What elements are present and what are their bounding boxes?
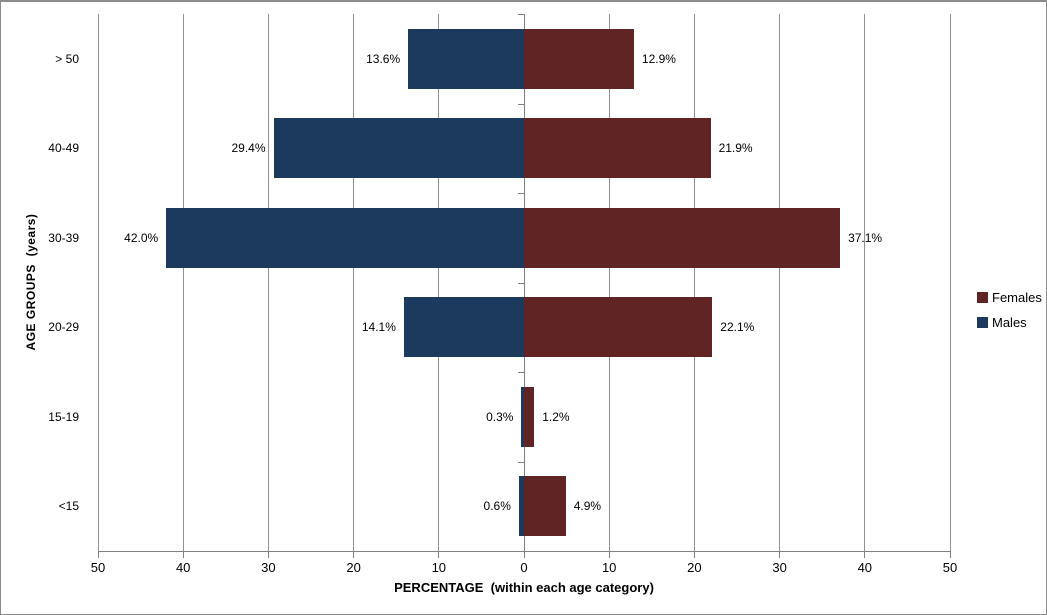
bar-females-15-19 <box>524 387 535 447</box>
x-axis-tick <box>779 551 781 558</box>
x-tick-label: 50 <box>942 560 958 575</box>
data-label-males-15-19: 0.3% <box>486 410 514 424</box>
x-tick-label: 40 <box>175 560 191 575</box>
bar-males-15-19 <box>521 387 524 447</box>
legend-item-males: Males <box>977 315 1042 330</box>
category-axis-line <box>523 14 525 551</box>
category-label-50: > 50 <box>55 52 79 66</box>
gridline <box>438 14 440 551</box>
x-tick-label: 0 <box>520 560 528 575</box>
legend-swatch-icon-females <box>977 292 988 303</box>
category-axis-tick <box>518 104 525 105</box>
bar-females-20-29 <box>524 297 713 357</box>
x-tick-label: 30 <box>772 560 787 575</box>
gridline <box>693 14 695 551</box>
category-label-15: <15 <box>58 499 79 513</box>
x-axis-tick <box>182 551 184 558</box>
x-axis-tick <box>523 551 525 558</box>
data-label-females-40-49: 21.9% <box>718 141 753 155</box>
legend-item-females: Females <box>977 290 1042 305</box>
category-axis-labels: > 50 40-49 30-39 20-29 15-19 <15 <box>1 14 89 551</box>
data-label-males-20-29: 14.1% <box>361 320 396 334</box>
x-axis-tick <box>97 551 99 558</box>
x-axis-tick <box>438 551 440 558</box>
x-axis-title: PERCENTAGE (within each age category) <box>394 580 654 595</box>
x-tick-label: 20 <box>687 560 702 575</box>
plot-area: 13.6% 12.9% 29.4% 21.9% 42.0% 37.1% 14.1% 22.1%… <box>97 14 951 552</box>
bar-males-15 <box>518 476 524 536</box>
category-label-20-29: 20-29 <box>48 320 79 334</box>
gridline <box>949 14 951 551</box>
x-axis-tick <box>864 551 866 558</box>
data-label-males-30-39: 42.0% <box>124 231 159 245</box>
gridline <box>267 14 269 551</box>
category-axis-tick <box>518 193 525 194</box>
legend: Females Males <box>977 290 1042 340</box>
bar-males-40-49 <box>273 118 524 178</box>
x-axis-tick <box>353 551 355 558</box>
bar-females-50 <box>524 29 634 89</box>
x-tick-label: 30 <box>261 560 276 575</box>
x-tick-label: 50 <box>90 560 106 575</box>
x-axis-tick <box>693 551 695 558</box>
category-label-15-19: 15-19 <box>48 410 79 424</box>
x-axis-tick <box>608 551 610 558</box>
data-label-males-40-49: 29.4% <box>231 141 266 155</box>
x-tick-label: 40 <box>857 560 873 575</box>
gridline <box>182 14 184 551</box>
bar-females-15 <box>524 476 566 536</box>
data-label-females-15-19: 1.2% <box>542 410 570 424</box>
category-axis-tick <box>518 462 525 463</box>
legend-label-males: Males <box>992 315 1027 330</box>
data-label-females-50: 12.9% <box>641 52 676 66</box>
category-axis-tick <box>518 551 525 552</box>
category-axis-tick <box>518 372 525 373</box>
bar-males-20-29 <box>403 297 524 357</box>
x-tick-label: 10 <box>431 560 447 575</box>
legend-swatch-icon-males <box>977 317 988 328</box>
bar-females-40-49 <box>524 118 711 178</box>
bar-males-30-39 <box>166 208 524 268</box>
gridline <box>97 14 99 551</box>
data-label-females-15: 4.9% <box>573 499 602 513</box>
category-axis-tick <box>518 283 525 284</box>
gridline <box>353 14 355 551</box>
data-label-females-20-29: 22.1% <box>720 320 755 334</box>
x-tick-label: 10 <box>601 560 617 575</box>
bar-males-50 <box>408 29 524 89</box>
category-axis-tick <box>518 14 525 15</box>
category-label-30-39: 30-39 <box>48 231 79 245</box>
bar-females-30-39 <box>524 208 841 268</box>
gridline <box>864 14 866 551</box>
gridline <box>608 14 610 551</box>
data-label-males-50: 13.6% <box>366 52 401 66</box>
legend-label-females: Females <box>992 290 1042 305</box>
data-label-males-15: 0.6% <box>483 499 511 513</box>
data-label-females-30-39: 37.1% <box>848 231 883 245</box>
x-axis-tick <box>949 551 951 558</box>
x-axis-tick <box>267 551 269 558</box>
gridline <box>779 14 781 551</box>
category-label-40-49: 40-49 <box>48 141 79 155</box>
x-tick-label: 20 <box>346 560 361 575</box>
